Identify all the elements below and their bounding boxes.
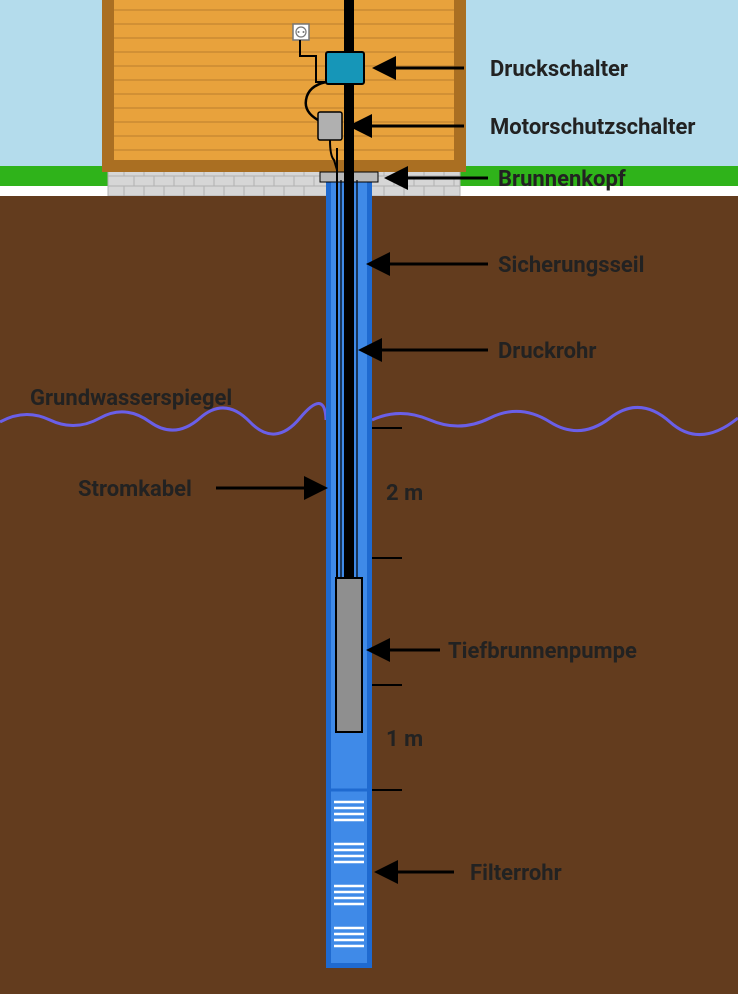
label-stromkabel: Stromkabel — [78, 477, 192, 502]
motor-switch — [318, 112, 342, 140]
label-filterrohr: Filterrohr — [470, 861, 562, 886]
label-sicherungsseil: Sicherungsseil — [498, 253, 644, 278]
pressure-switch — [326, 52, 364, 84]
building — [108, 0, 460, 166]
label-druckrohr: Druckrohr — [498, 339, 596, 364]
pump-body — [336, 578, 362, 732]
label-tiefbrunnen: Tiefbrunnenpumpe — [448, 639, 637, 664]
label-brunnenkopf: Brunnenkopf — [498, 167, 626, 192]
label-druckschalter: Druckschalter — [490, 57, 628, 82]
label-2m: 2 m — [386, 481, 423, 506]
label-motorschutz: Motorschutzschalter — [490, 115, 695, 140]
power-outlet — [293, 24, 309, 40]
pressure-pipe — [344, 0, 354, 578]
label-1m: 1 m — [386, 727, 423, 752]
well-diagram: Druckschalter Motorschutzschalter Brunne… — [0, 0, 738, 994]
label-grundwasser: Grundwasserspiegel — [30, 386, 232, 411]
